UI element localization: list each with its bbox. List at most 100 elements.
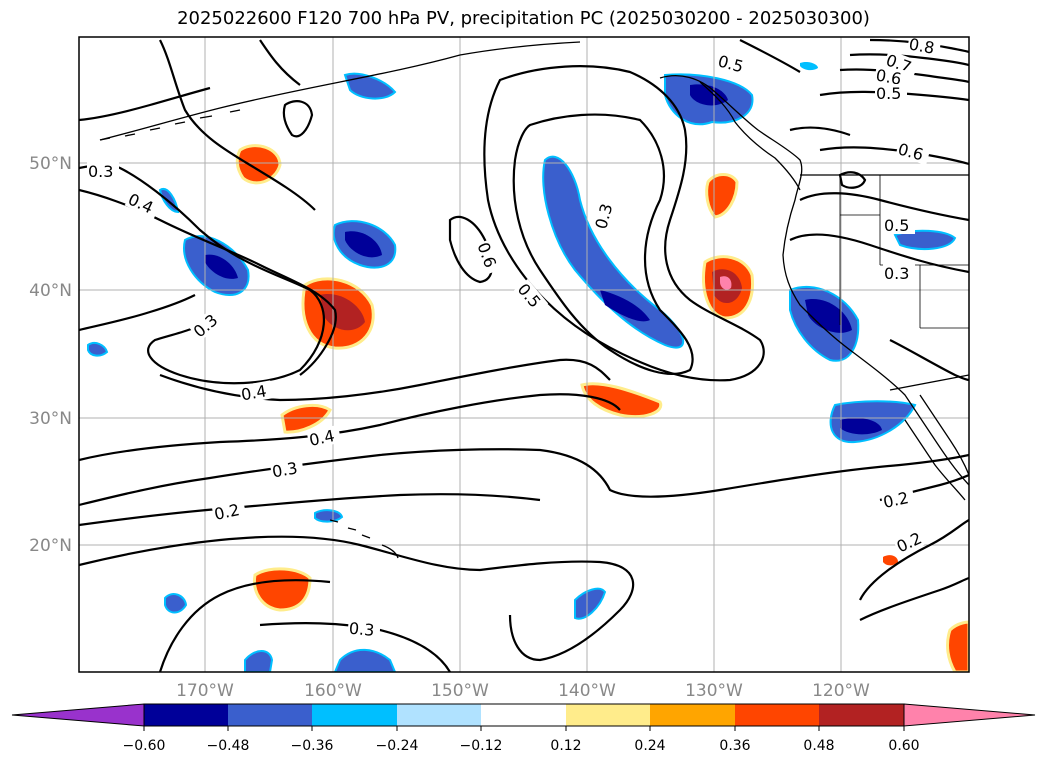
precip-area-pos-2c [720,276,732,290]
contour-0.8-ne [869,38,969,54]
precip-area-pos-8 [946,620,969,672]
lon-label: 140°W [558,681,616,701]
lon-label: 120°W [812,681,870,701]
contour-0.2-se3 [859,576,969,621]
colorbar-segment [735,704,819,726]
colorbar-tick-label: −0.12 [460,738,503,754]
colorbar-tick-label: −0.48 [207,738,250,754]
contour-0.6-ne2 [839,68,969,84]
precip-area-neg-16 [800,61,818,71]
contour-0.4-nw-closed [159,39,316,211]
colorbar-extend-min [11,703,145,727]
contour-label: 0.3 [88,162,113,181]
baja-california-coast [904,419,966,501]
colorbar-ticks [143,726,905,731]
precip-area-neg-15 [314,509,344,523]
colorbar-tick-label: 0.24 [634,738,665,754]
precip-area-pos-1b [320,294,365,331]
lon-label: 150°W [431,681,489,701]
aleutian-islands [99,109,241,141]
contour-0.4-ne-small [838,171,867,189]
contour-0.5-central [512,113,694,375]
colorbar-tick-label: −0.60 [123,738,166,754]
contour-0.2-south [79,535,635,662]
graticule [79,37,969,672]
contour-0.5-outer [483,65,765,382]
lat-label: 20°N [29,536,72,556]
contour-label: 0.3 [884,264,909,283]
contour-0.3-northwest [79,163,326,385]
colorbar-segment [144,704,228,726]
precip-area-neg-1b [600,290,650,322]
contour-0.2-sw [158,579,331,672]
colorbar-tick-label: 0.60 [888,738,919,754]
precip-area-neg-3b [345,231,382,258]
lat-label: 40°N [29,281,72,301]
contour-label: 0.3 [271,458,299,481]
contour-0.5-east [799,192,969,222]
precip-area-neg-6b [840,418,882,435]
contour-label: 0.4 [240,381,268,404]
contour-0.2-southeast [859,519,969,601]
contour-label: 0.3 [591,202,616,232]
map-frame [78,36,970,673]
contour-0.5-ne [819,90,969,102]
hawaii-islands [329,519,399,559]
colorbar-tick-label: 0.48 [803,738,834,754]
contour-0.4-mid [159,358,611,402]
latitude-labels: 50°N 40°N 30°N 20°N [29,154,72,556]
contour-label: 0.4 [307,426,336,450]
contour-0.4-alaska [79,86,211,122]
colorbar-segment [819,704,904,726]
pv-contours [79,38,969,672]
gulf-of-california-coast [919,394,969,476]
precip-area-pos-5 [280,403,332,434]
contour-0.3-low [79,448,969,507]
contour-0.3-se [789,233,969,274]
precip-area-pos-3 [235,144,282,185]
contour-label: 0.3 [348,619,375,640]
colorbar-segment [566,704,650,726]
precip-area-neg-7 [343,72,397,100]
us-mexico-border [889,374,969,391]
precip-area-pos-9 [883,555,898,566]
colorbar-segment [228,704,312,726]
colorbar-segment [481,704,566,726]
contour-0.3-far-west [79,294,196,332]
alaska-peninsula-coast [99,41,581,141]
contour-label: 0.2 [881,488,910,512]
colorbar-segment [650,704,735,726]
colorbar: −0.60 −0.48 −0.36 −0.24 −0.12 0.12 0.24 … [11,703,1036,754]
precip-area-neg-11 [244,650,274,672]
coastlines [99,41,969,559]
british-columbia-coast [699,81,801,191]
contour-0.6-small-alaska [282,100,314,138]
colorbar-tick-label: −0.36 [291,738,334,754]
colorbar-tick-label: 0.36 [719,738,750,754]
contour-label: 0.8 [907,35,935,58]
longitude-labels: 170°W 160°W 150°W 140°W 130°W 120°W [176,681,870,701]
map-body: 0.3 0.4 0.3 0.4 0.4 0.3 0.2 0.3 0.6 0.5 … [79,35,969,672]
precip-area-pos-7 [705,173,739,219]
colorbar-tick-label: 0.12 [550,738,581,754]
precip-area-neg-4b [205,254,238,279]
north-america-coast [659,75,969,486]
precip-area-neg-12 [164,593,188,614]
contour-label: 0.5 [876,84,901,103]
contour-label: 0.6 [874,66,902,89]
precip-area-neg-8 [893,229,957,250]
colorbar-tick-label: −0.24 [376,738,419,754]
lat-label: 50°N [29,154,72,174]
contour-0.2-low [79,493,541,527]
precip-area-neg-9 [574,587,607,620]
contour-0.6-canada [789,126,851,137]
precip-area-neg-1 [542,155,685,349]
contour-label: 0.2 [212,500,241,524]
contour-0.4-low [79,393,621,462]
state-borders [839,175,969,329]
lon-label: 160°W [304,681,362,701]
contour-0.4-top [259,39,301,86]
colorbar-frame [143,703,905,727]
contour-0.3-southern-mexico [889,339,969,382]
